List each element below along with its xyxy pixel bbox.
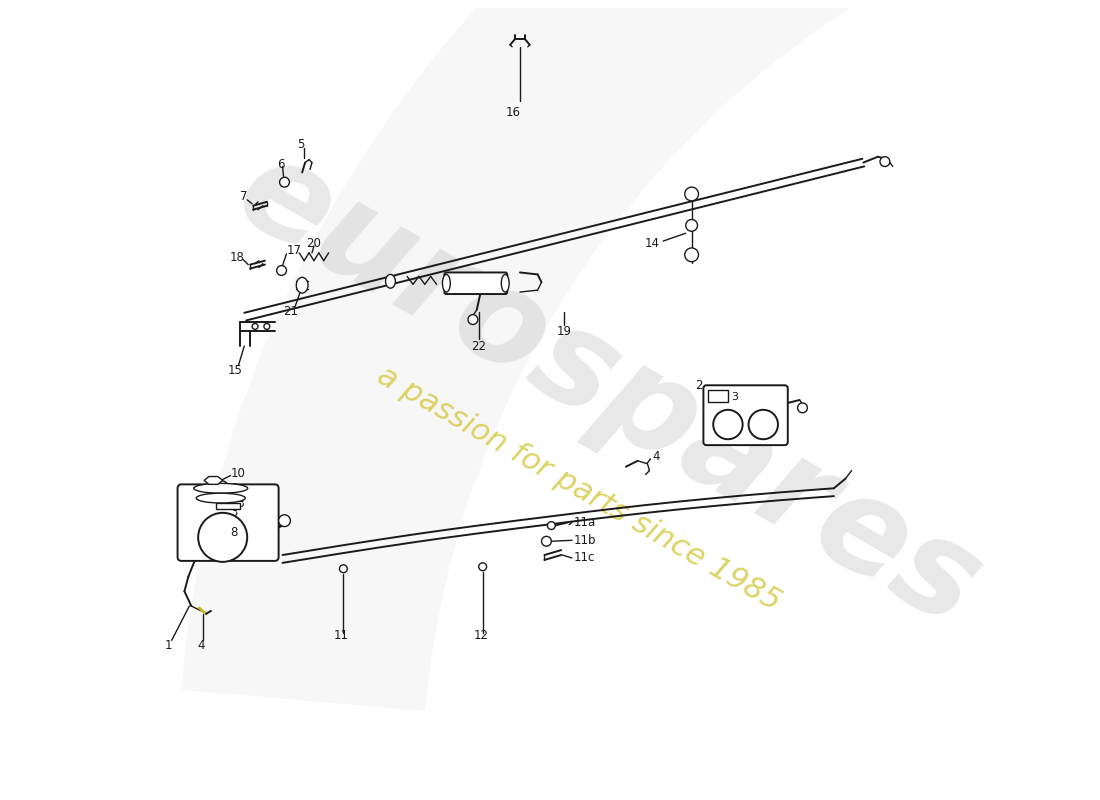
- Circle shape: [685, 187, 698, 201]
- Circle shape: [264, 323, 270, 330]
- FancyBboxPatch shape: [177, 484, 278, 561]
- Polygon shape: [182, 0, 1100, 711]
- Text: 20: 20: [307, 237, 321, 250]
- Circle shape: [548, 522, 556, 530]
- Circle shape: [478, 563, 486, 570]
- Text: 4: 4: [197, 638, 205, 652]
- Circle shape: [277, 266, 286, 275]
- Ellipse shape: [502, 274, 509, 292]
- Text: eurospares: eurospares: [214, 126, 1001, 654]
- Text: 3: 3: [730, 392, 738, 402]
- Circle shape: [252, 323, 258, 330]
- Ellipse shape: [196, 493, 245, 503]
- Text: 12: 12: [473, 629, 488, 642]
- Bar: [216, 503, 241, 509]
- Text: 22: 22: [471, 339, 486, 353]
- Circle shape: [541, 536, 551, 546]
- Circle shape: [213, 481, 229, 496]
- Ellipse shape: [194, 483, 248, 493]
- Text: 16: 16: [506, 106, 520, 119]
- Text: 14: 14: [645, 237, 659, 250]
- Text: 17: 17: [286, 244, 301, 258]
- Circle shape: [198, 513, 248, 562]
- Text: 11c: 11c: [574, 551, 595, 565]
- Text: 11a: 11a: [574, 516, 596, 529]
- Polygon shape: [205, 477, 222, 484]
- Text: 5: 5: [297, 138, 305, 151]
- Text: 4: 4: [652, 450, 660, 463]
- Text: 19: 19: [557, 325, 572, 338]
- Text: 11b: 11b: [574, 534, 596, 546]
- Circle shape: [685, 248, 698, 262]
- Text: 8: 8: [231, 526, 238, 539]
- Circle shape: [279, 178, 289, 187]
- FancyBboxPatch shape: [703, 386, 788, 445]
- Circle shape: [340, 565, 348, 573]
- Text: 13: 13: [231, 497, 245, 510]
- Bar: [708, 390, 728, 402]
- Ellipse shape: [385, 274, 395, 288]
- Ellipse shape: [296, 278, 308, 293]
- Text: 1: 1: [165, 638, 173, 652]
- Text: a passion for parts since 1985: a passion for parts since 1985: [372, 361, 785, 616]
- Text: 21: 21: [283, 306, 298, 318]
- Circle shape: [278, 514, 290, 526]
- Circle shape: [748, 410, 778, 439]
- Text: 9: 9: [231, 482, 238, 494]
- Circle shape: [798, 403, 807, 413]
- Ellipse shape: [442, 274, 450, 292]
- Circle shape: [468, 314, 477, 325]
- Text: 15: 15: [228, 364, 243, 377]
- Text: 3: 3: [231, 506, 238, 519]
- FancyBboxPatch shape: [444, 273, 507, 294]
- Circle shape: [880, 157, 890, 166]
- Text: 11: 11: [334, 629, 349, 642]
- Text: 10: 10: [231, 467, 245, 480]
- Text: 7: 7: [240, 190, 248, 203]
- Circle shape: [713, 410, 743, 439]
- Text: 18: 18: [230, 251, 245, 264]
- Text: 6: 6: [277, 158, 284, 171]
- Text: 2: 2: [695, 378, 703, 392]
- Circle shape: [685, 219, 697, 231]
